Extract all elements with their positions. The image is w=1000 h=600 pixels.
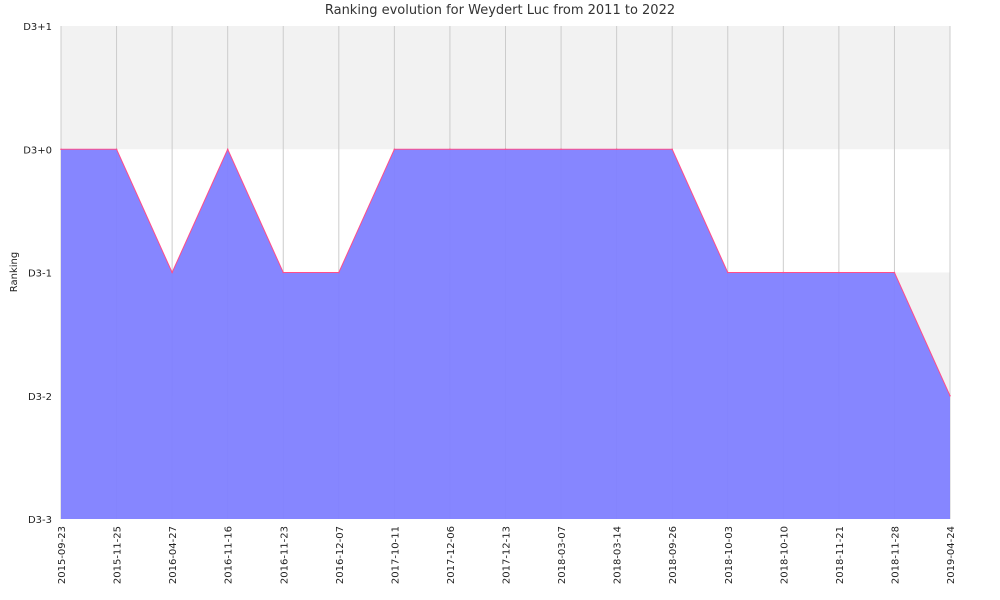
x-tick-label: 2017-12-06 — [446, 526, 457, 584]
data-point — [282, 271, 285, 274]
y-tick-label: D3-1 — [28, 269, 52, 280]
x-tick-label: 2016-12-07 — [335, 526, 346, 584]
data-point — [726, 271, 729, 274]
y-axis-label: Ranking — [9, 252, 20, 292]
area-series — [60, 148, 951, 519]
x-axis-tick-labels: 2015-09-23 2015-11-25 2016-04-27 2016-11-16… — [57, 526, 957, 584]
x-tick-label: 2016-11-16 — [224, 526, 235, 584]
data-point — [615, 148, 618, 151]
data-point — [171, 271, 173, 274]
chart-title: Ranking evolution for Weydert Luc from 2… — [324, 3, 676, 18]
x-tick-label: 2016-11-23 — [279, 526, 290, 584]
x-tick-label: 2018-03-14 — [613, 526, 624, 584]
data-point — [949, 394, 951, 397]
x-tick-label: 2017-10-11 — [390, 526, 401, 584]
x-tick-label: 2019-04-24 — [946, 526, 957, 584]
y-tick-label: D3+0 — [23, 145, 52, 156]
data-point — [782, 271, 785, 274]
data-point — [560, 148, 562, 151]
x-tick-label: 2018-03-07 — [557, 526, 568, 584]
y-axis-tick-labels: D3-3 D3-2 D3-1 D3+0 D3+1 — [23, 22, 52, 526]
data-point — [449, 148, 451, 151]
data-point — [838, 271, 840, 274]
x-tick-label: 2018-09-26 — [668, 526, 679, 584]
y-tick-label: D3-3 — [28, 515, 52, 526]
data-point — [115, 148, 118, 151]
series-area — [61, 149, 950, 519]
data-point — [671, 148, 673, 151]
x-tick-label: 2018-11-21 — [835, 526, 846, 584]
x-tick-label: 2016-04-27 — [168, 526, 179, 584]
data-point — [504, 148, 507, 151]
y-tick-label: D3-2 — [28, 392, 52, 403]
data-point — [893, 271, 896, 274]
x-tick-label: 2015-09-23 — [57, 526, 68, 584]
x-tick-label: 2018-10-03 — [724, 526, 735, 584]
x-tick-label: 2017-12-13 — [502, 526, 513, 584]
y-tick-label: D3+1 — [23, 22, 52, 33]
data-point — [338, 271, 340, 274]
data-point — [226, 148, 229, 151]
data-point — [393, 148, 396, 151]
x-tick-label: 2018-10-10 — [779, 526, 790, 584]
x-tick-label: 2015-11-25 — [113, 526, 124, 584]
x-tick-label: 2018-11-28 — [890, 526, 901, 584]
data-point — [60, 148, 62, 151]
